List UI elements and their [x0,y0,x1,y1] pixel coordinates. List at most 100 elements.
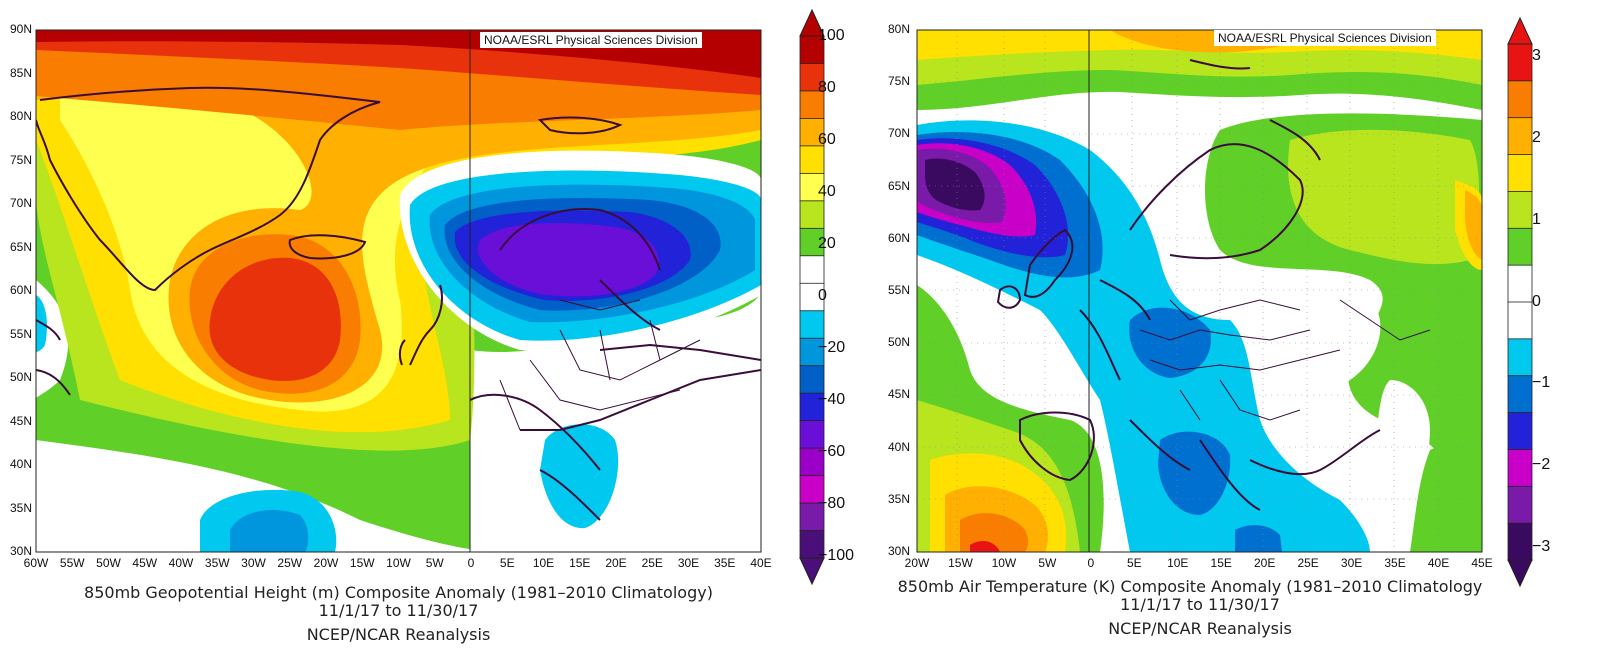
colorbar-segment [1507,301,1533,340]
cold-south-bottom [1235,525,1282,552]
lat-tick-label: 65N [887,178,910,193]
lat-tick-label: 90N [9,22,32,36]
colorbar-segment [1507,412,1533,451]
lat-tick-label: 30N [9,544,32,558]
height-anomaly-panel: NOAA/ESRL Physical Sciences Division 90N… [9,8,854,644]
lat-tick-label: 35N [887,491,910,506]
lat-tick-label: 70N [887,126,910,141]
lon-tick-label: 5W [425,556,444,570]
colorbar-min-arrow [1507,559,1533,588]
low-mediterranean [540,424,619,529]
lon-tick-label: 20W [313,556,339,570]
colorbar-tick-label: −2 [1532,456,1551,474]
colorbar-tick-label: 3 [1532,47,1541,64]
lon-tick-label: 10E [1167,556,1189,570]
temperature-anomaly-map [916,29,1483,553]
map-caption-dates: 11/1/17 to 11/30/17 [318,601,479,620]
warm-southwest-6 [970,540,1000,552]
colorbar-segment [799,35,825,65]
colorbar-tick-label: −3 [1532,538,1551,555]
colorbar-segment [799,118,825,147]
map-credit: NOAA/ESRL Physical Sciences Division [480,32,702,48]
colorbar-segment [1507,80,1533,119]
lat-tick-label: 75N [887,74,910,89]
colorbar-segment [1507,449,1533,488]
lon-tick-label: 40W [168,556,194,570]
colorbar-segment [799,145,825,175]
lon-tick-label: 25W [277,556,303,570]
colorbar-segment [1507,375,1533,414]
lon-tick-label: 30E [677,556,700,570]
lon-tick-label: 15W [349,556,375,570]
lat-tick-label: 35N [9,500,32,515]
lon-tick-label: 5E [499,556,515,570]
lon-tick-label: 10W [386,556,411,570]
colorbar-segment [799,530,825,559]
colorbar-tick-label: −40 [818,391,846,408]
colorbar-segment [1507,338,1533,377]
colorbar-tick-label: −60 [818,443,846,460]
lon-tick-label: 30E [1340,556,1363,570]
lon-tick-label: 40E [750,556,772,570]
map-credit: NOAA/ESRL Physical Sciences Division [1214,30,1436,46]
neutral-southeast [1372,380,1430,520]
lon-tick-label: 35E [1384,556,1406,570]
lat-tick-label: 80N [9,109,32,123]
colorbar-segment [799,447,825,477]
map-caption-title: 850mb Geopotential Height (m) Composite … [84,583,713,602]
contour-80 [209,257,341,382]
lat-tick-label: 40N [887,439,910,454]
lon-tick-label: 20W [904,556,930,570]
coastlines [996,59,1381,511]
lon-tick-label: 20E [605,556,627,570]
lat-tick-label: 55N [887,283,910,297]
lat-tick-label: 70N [9,196,32,210]
neutral-east-center [1220,277,1381,450]
colorbar-tick-label: 1 [1532,210,1541,228]
colorbar-segment [799,310,825,340]
colorbar-segment [1507,522,1533,561]
temperature-anomaly-panel: NOAA/ESRL Physical Sciences Division 80N… [870,0,1600,665]
colorbar-tick-label: −1 [1532,374,1551,392]
map-border [35,29,762,553]
colorbar-segment [799,282,825,312]
colorbar-tick-label: 0 [1532,292,1541,310]
warm-east-2 [1288,129,1479,265]
lat-tick-label: 50N [887,335,910,350]
cold-core-4 [925,158,985,211]
height-anomaly-map [35,29,762,553]
lat-tick-label: 30N [887,544,910,558]
colorbar-tick-label: 80 [818,79,836,96]
lat-tick-label: 85N [9,65,32,80]
map-caption-source: NCEP/NCAR Reanalysis [1108,619,1292,638]
lon-tick-label: 15E [1210,556,1232,570]
lon-tick-label: 45W [132,556,158,570]
low-atlantic-inner [230,510,309,552]
lat-tick-label: 50N [9,370,32,384]
warm-south-east-corner [1410,442,1482,552]
colorbar-segment [1507,117,1533,156]
lon-tick-label: 5W [1038,556,1057,570]
lat-tick-label: 60N [9,283,32,297]
lon-tick-label: 40E [1427,556,1450,570]
colorbar-segment [1507,227,1533,267]
height-colorbar [799,8,825,586]
colorbar-min-arrow [799,557,825,586]
lon-tick-label: 35E [714,556,736,570]
lat-tick-label: 55N [9,326,32,341]
lon-tick-label: 20E [1254,556,1276,570]
lat-tick-label: 75N [9,152,32,167]
lon-tick-label: 60W [23,556,49,570]
cold-south-center [1158,431,1231,515]
coastlines [36,86,761,521]
contour-neg60 [478,223,659,297]
colorbar-segment [799,90,825,120]
lon-tick-label: 35W [204,556,230,570]
colorbar-segment [799,255,825,285]
cold-center [1129,307,1211,378]
warm-east-4 [1465,190,1482,260]
colorbar-segment [799,200,825,230]
colorbar-segment [799,365,825,395]
colorbar-tick-label: 20 [818,235,836,252]
lon-tick-label: 25E [641,556,663,570]
